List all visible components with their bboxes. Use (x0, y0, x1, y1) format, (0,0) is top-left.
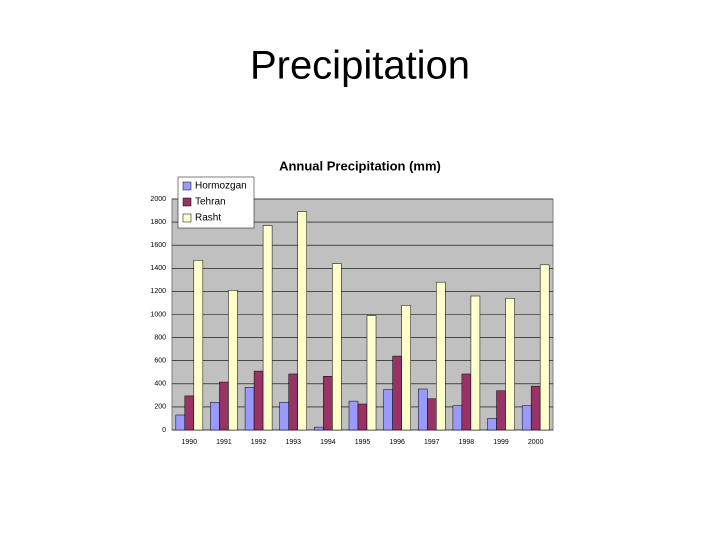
bar (357, 403, 368, 431)
bar (314, 426, 324, 431)
y-tick-label: 2000 (150, 196, 166, 203)
bar (332, 263, 342, 431)
y-tick-label: 0 (162, 427, 166, 434)
legend-label: Rasht (195, 213, 221, 224)
slide-title: Precipitation (250, 44, 470, 88)
x-tick-label: 1993 (285, 439, 301, 446)
y-tick-label: 400 (154, 381, 166, 388)
bar (210, 402, 220, 431)
x-tick-label: 1991 (216, 439, 232, 446)
x-tick-label: 1994 (320, 439, 336, 446)
bar (487, 418, 497, 431)
bar (401, 305, 411, 431)
y-tick-label: 1200 (150, 288, 166, 295)
bar (383, 389, 393, 431)
y-tick-label: 1600 (150, 242, 166, 249)
bar (436, 281, 446, 431)
bar (288, 373, 298, 431)
x-tick-label: 1992 (251, 439, 267, 446)
bar (193, 259, 204, 431)
legend-swatch (182, 181, 192, 191)
bar (418, 388, 428, 431)
y-tick-label: 600 (154, 358, 166, 365)
legend-swatch (182, 213, 192, 223)
chart-title: Annual Precipitation (mm) (279, 158, 441, 173)
bar (228, 289, 238, 431)
x-tick-label: 1999 (493, 439, 509, 446)
y-tick-label: 1000 (150, 311, 166, 318)
legend-label: Hormozgan (195, 181, 247, 192)
bar (427, 398, 437, 431)
x-tick-label: 1996 (389, 439, 405, 446)
x-tick-label: 1995 (355, 439, 371, 446)
bar (175, 414, 186, 431)
bar (461, 373, 472, 431)
x-tick-label: 2000 (528, 439, 544, 446)
bar (452, 405, 463, 431)
legend-label: Tehran (195, 197, 226, 208)
y-tick-label: 200 (154, 404, 166, 411)
bar (184, 395, 195, 431)
bar (262, 225, 273, 431)
x-tick-label: 1990 (182, 439, 198, 446)
bar (539, 264, 550, 431)
bar (530, 385, 541, 431)
bar (219, 381, 229, 431)
bar (521, 405, 532, 431)
bar (392, 355, 402, 431)
legend-swatch (182, 197, 192, 207)
y-tick-label: 1400 (150, 265, 166, 272)
bar (323, 376, 333, 431)
bar (505, 298, 515, 431)
x-tick-label: 1998 (459, 439, 475, 446)
y-tick-label: 1800 (150, 219, 166, 226)
bar (366, 315, 377, 431)
bar (470, 295, 481, 431)
y-tick-label: 800 (154, 334, 166, 341)
bar (279, 402, 289, 431)
bar (244, 387, 255, 431)
bar (297, 211, 307, 431)
bar (348, 400, 359, 431)
bar (496, 390, 506, 431)
x-tick-label: 1997 (424, 439, 440, 446)
bar (253, 370, 264, 431)
